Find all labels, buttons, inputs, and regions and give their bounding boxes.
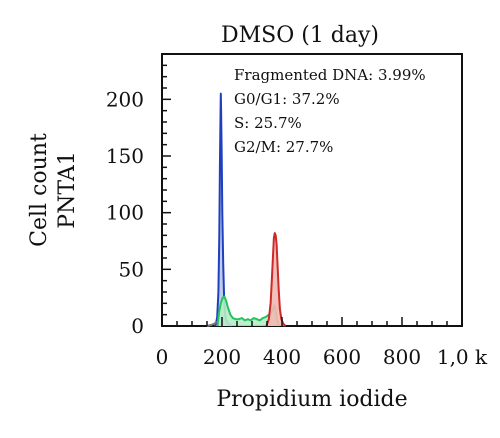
y-axis: 0 50 100 150 200 — [106, 64, 171, 338]
gate-statistics: Fragmented DNA: 3.99% G0/G1: 37.2% S: 25.7… — [234, 66, 426, 156]
x-tick-label: 600 — [323, 345, 361, 369]
y-axis-label-line-2: PNTA1 — [55, 151, 80, 228]
x-axis-label: Propidium iodide — [216, 387, 407, 412]
y-axis-label-line-1: Cell count — [27, 133, 52, 247]
y-tick-label: 150 — [106, 144, 144, 168]
y-tick-label: 0 — [131, 314, 144, 338]
x-tick-label: 800 — [383, 345, 421, 369]
y-tick-label: 100 — [106, 201, 144, 225]
gate-statistic-2: S: 25.7% — [234, 114, 302, 132]
x-tick-label: 1,0 k — [437, 345, 488, 369]
series-line-fragmented-dna — [206, 320, 218, 327]
y-tick-label: 50 — [119, 257, 144, 281]
x-tick-label: 200 — [203, 345, 241, 369]
chart-title: DMSO (1 day) — [221, 23, 379, 48]
gate-statistic-1: G0/G1: 37.2% — [234, 90, 340, 108]
series-line-g0-g1 — [213, 92, 233, 327]
y-tick-label: 200 — [106, 87, 144, 111]
gate-statistic-0: Fragmented DNA: 3.99% — [234, 66, 426, 84]
x-axis: 0 200 400 600 800 1,0 k — [156, 317, 488, 369]
series-line-g2-m — [265, 232, 287, 327]
gate-statistic-3: G2/M: 27.7% — [234, 138, 333, 156]
series-layer — [206, 92, 287, 327]
x-tick-label: 0 — [156, 345, 169, 369]
x-tick-label: 400 — [263, 345, 301, 369]
